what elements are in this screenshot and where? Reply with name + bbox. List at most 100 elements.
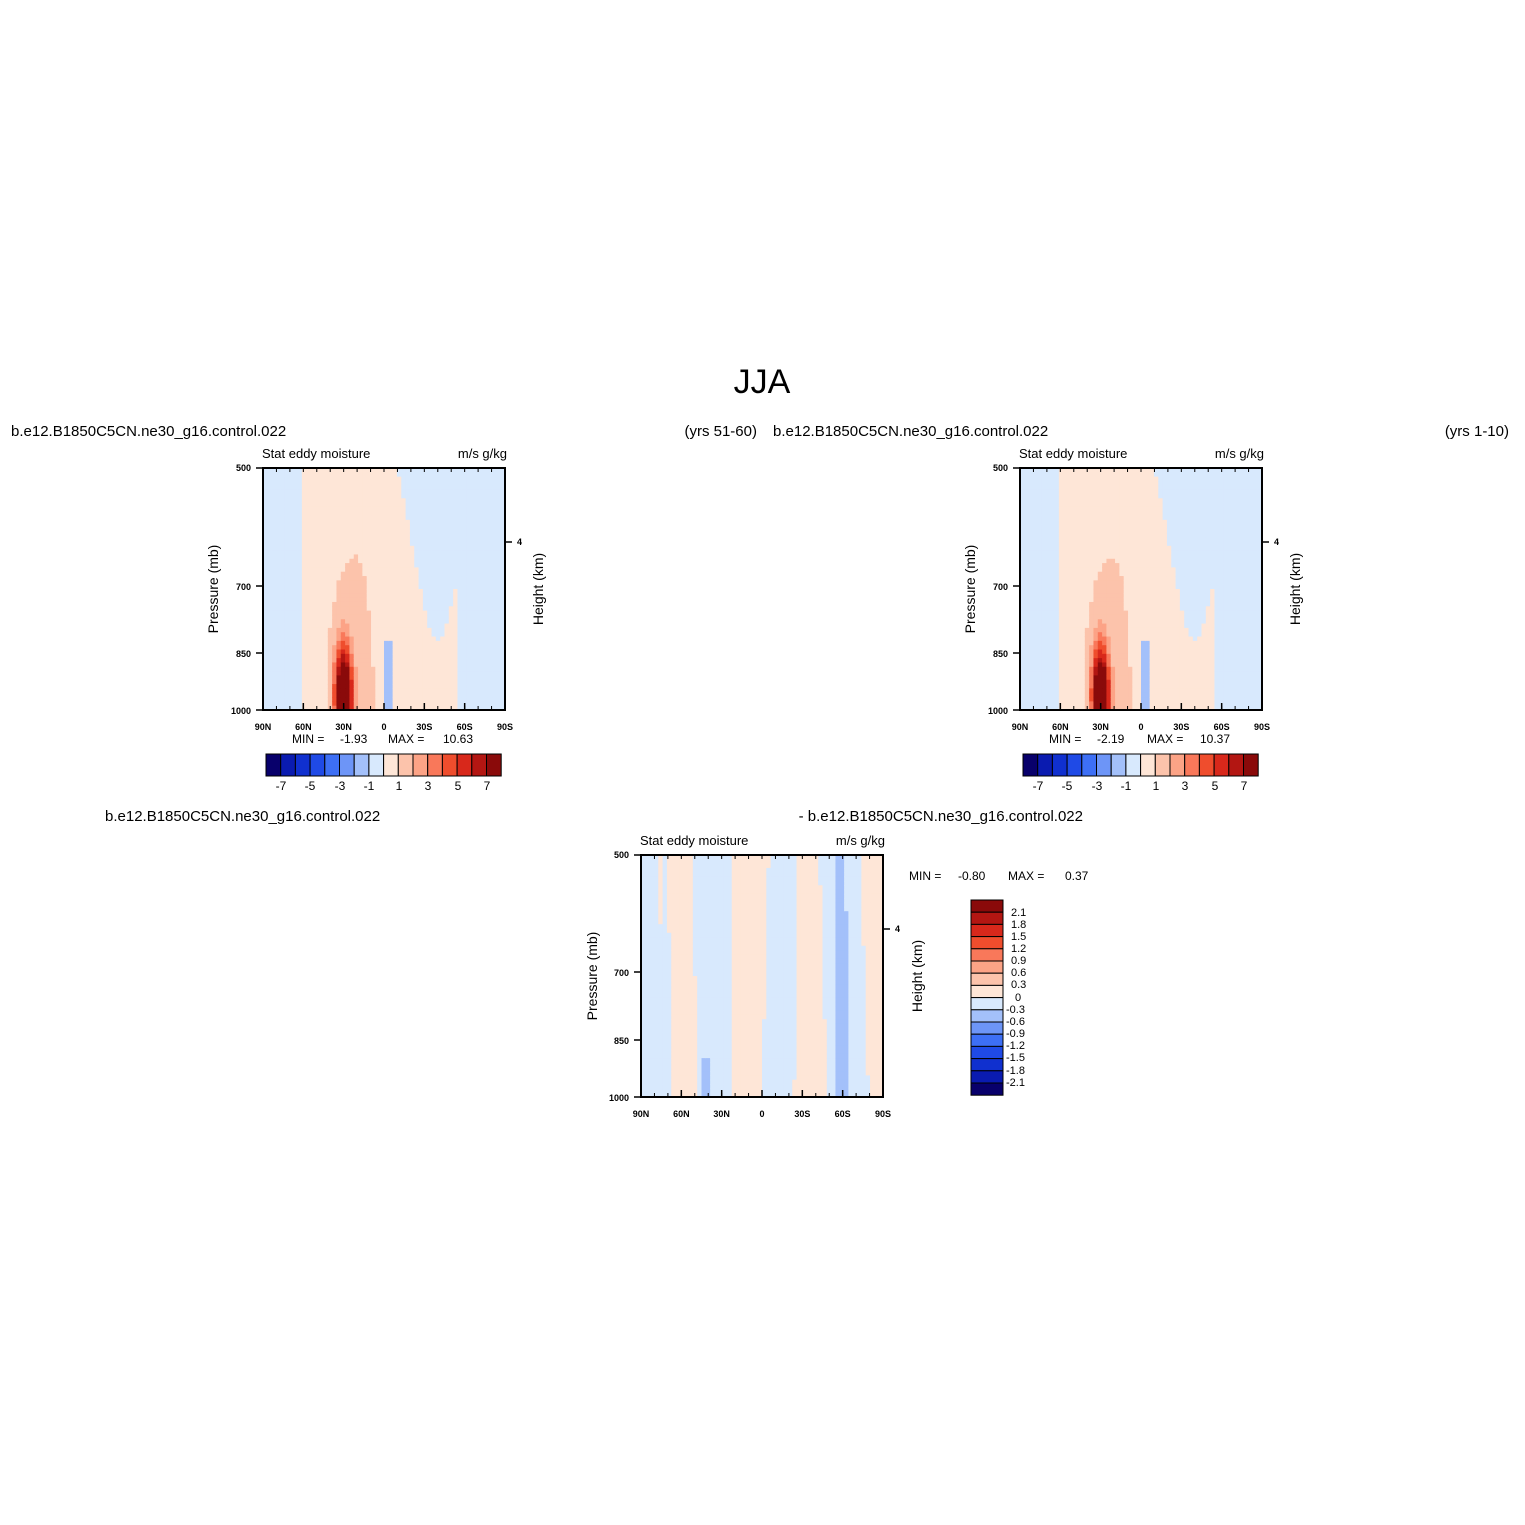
contour-cell	[500, 541, 506, 547]
contour-cell	[271, 636, 277, 642]
contour-cell	[301, 489, 307, 495]
contour-cell	[414, 619, 420, 625]
contour-cell	[280, 571, 286, 577]
contour-cell	[1041, 489, 1047, 495]
contour-cell	[1063, 675, 1069, 681]
contour-cell	[418, 502, 424, 508]
contour-cell	[1024, 476, 1030, 482]
contour-cell	[1032, 524, 1038, 530]
contour-cell	[301, 468, 307, 473]
contour-cell	[353, 705, 359, 711]
contour-cell	[362, 515, 368, 521]
contour-cell	[319, 606, 325, 612]
contour-cell	[1045, 502, 1051, 508]
contour-cell	[1024, 705, 1030, 711]
contour-cell	[396, 580, 402, 586]
contour-cell	[362, 645, 368, 651]
contour-cell	[310, 679, 316, 685]
contour-cell	[375, 636, 381, 642]
contour-cell	[284, 493, 290, 499]
contour-cell	[1071, 649, 1077, 655]
contour-cell	[470, 649, 476, 655]
contour-cell	[466, 524, 472, 530]
contour-cell	[1067, 606, 1073, 612]
contour-cell	[1145, 506, 1151, 512]
contour-cell	[1093, 537, 1099, 543]
contour-cell	[366, 493, 372, 499]
contour-cell	[492, 640, 497, 646]
contour-cell	[362, 640, 368, 646]
contour-cell	[396, 476, 402, 482]
contour-cell	[1084, 589, 1090, 594]
contour-cell	[435, 701, 441, 707]
contour-cell	[1041, 606, 1047, 612]
contour-cell	[392, 697, 398, 702]
contour-cell	[470, 502, 476, 508]
contour-cell	[271, 532, 277, 538]
contour-cell	[1024, 468, 1030, 473]
contour-cell	[500, 597, 506, 603]
contour-cell	[487, 632, 493, 638]
contour-cell	[267, 563, 273, 568]
contour-cell	[1032, 697, 1038, 702]
contour-cell	[1067, 619, 1073, 625]
contour-cell	[1050, 519, 1056, 525]
contour-cell	[409, 489, 415, 495]
contour-cell	[448, 554, 454, 560]
contour-cell	[1132, 493, 1138, 499]
contour-cell	[1045, 580, 1051, 586]
contour-cell	[384, 632, 389, 638]
contour-cell	[288, 506, 294, 512]
contour-cell	[271, 524, 277, 530]
contour-cell	[340, 658, 346, 664]
contour-cell	[263, 511, 268, 517]
contour-cell	[453, 472, 459, 478]
contour-cell	[466, 528, 472, 534]
contour-cell	[500, 701, 506, 707]
contour-cell	[267, 537, 273, 543]
contour-cell	[310, 472, 316, 478]
contour-cell	[1132, 528, 1138, 534]
contour-cell	[1028, 688, 1034, 694]
contour-cell	[1024, 493, 1030, 499]
contour-cell	[487, 671, 493, 677]
contour-cell	[327, 601, 333, 607]
contour-cell	[271, 627, 277, 633]
contour-cell	[288, 597, 294, 603]
contour-cell	[366, 511, 372, 517]
contour-cell	[1050, 597, 1056, 603]
contour-cell	[1032, 502, 1038, 508]
contour-cell	[405, 606, 411, 612]
contour-cell	[310, 558, 316, 564]
contour-cell	[435, 593, 441, 599]
contour-cell	[500, 627, 506, 633]
contour-cell	[461, 606, 467, 612]
contour-cell	[1080, 468, 1086, 473]
contour-cell	[275, 640, 281, 646]
contour-cell	[440, 666, 446, 672]
contour-cell	[314, 601, 320, 607]
contour-cell	[483, 701, 489, 707]
contour-cell	[332, 671, 338, 677]
contour-cell	[293, 671, 299, 677]
contour-cell	[470, 468, 476, 473]
contour-cell	[1089, 485, 1095, 491]
contour-cell	[492, 554, 497, 560]
contour-cell	[496, 515, 502, 521]
contour-cell	[392, 485, 398, 491]
contour-cell	[280, 688, 286, 694]
contour-cell	[267, 528, 273, 534]
contour-cell	[288, 493, 294, 499]
contour-cell	[1115, 632, 1120, 638]
contour-cell	[422, 476, 428, 482]
contour-cell	[275, 589, 281, 594]
contour-cell	[414, 541, 420, 547]
contour-cell	[483, 532, 489, 538]
contour-cell	[1084, 653, 1090, 659]
contour-cell	[492, 675, 497, 681]
contour-cell	[405, 502, 411, 508]
contour-cell	[301, 671, 307, 677]
contour-cell	[1136, 671, 1142, 677]
contour-cell	[453, 697, 459, 702]
contour-cell	[275, 476, 281, 482]
